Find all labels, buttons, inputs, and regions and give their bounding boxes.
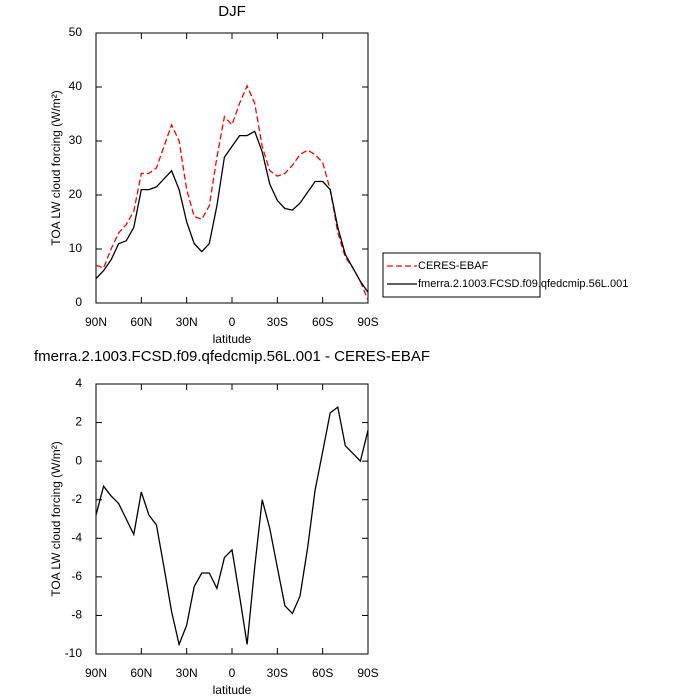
legend-label: fmerra.2.1003.FCSD.f09.qfedcmip.56L.001 bbox=[418, 278, 628, 290]
x-tick-label: 30N bbox=[176, 666, 198, 680]
y-tick-label: -8 bbox=[71, 608, 82, 622]
data-line bbox=[95, 405, 369, 647]
y-tick-label: -10 bbox=[65, 646, 83, 660]
x-tick-label: 60S bbox=[312, 666, 333, 680]
legend-label: CERES-EBAF bbox=[418, 260, 489, 272]
y-axis-label: TOA LW cloud forcing (W/m²) bbox=[49, 441, 63, 597]
x-tick-label: 30N bbox=[176, 315, 198, 329]
legend-box bbox=[382, 252, 541, 298]
x-tick-label: 90S bbox=[357, 315, 378, 329]
y-tick-label: 2 bbox=[75, 415, 82, 429]
x-tick-label: 0 bbox=[229, 666, 236, 680]
data-line bbox=[95, 130, 369, 293]
y-tick-label: 30 bbox=[69, 133, 83, 147]
x-axis-label: latitude bbox=[213, 332, 252, 346]
y-tick-label: 20 bbox=[69, 187, 83, 201]
x-tick-label: 30S bbox=[267, 666, 288, 680]
x-tick-label: 90S bbox=[357, 666, 378, 680]
y-tick-label: -2 bbox=[71, 492, 82, 506]
x-tick-label: 60N bbox=[130, 666, 152, 680]
y-tick-label: 4 bbox=[75, 376, 82, 390]
x-tick-label: 90N bbox=[85, 666, 107, 680]
x-tick-label: 0 bbox=[229, 315, 236, 329]
y-tick-label: 10 bbox=[69, 241, 83, 255]
chart-title: fmerra.2.1003.FCSD.f09.qfedcmip.56L.001 … bbox=[34, 348, 430, 365]
y-axis-label: TOA LW cloud forcing (W/m²) bbox=[49, 90, 63, 246]
x-axis-label: latitude bbox=[213, 683, 252, 697]
y-tick-label: 0 bbox=[75, 453, 82, 467]
y-tick-label: 40 bbox=[69, 79, 83, 93]
y-tick-label: 50 bbox=[69, 25, 83, 39]
chart-title: DJF bbox=[218, 3, 246, 20]
data-line bbox=[95, 84, 369, 301]
x-tick-label: 60S bbox=[312, 315, 333, 329]
plot-frame bbox=[95, 32, 369, 304]
y-tick-label: 0 bbox=[75, 295, 82, 309]
x-tick-label: 60N bbox=[130, 315, 152, 329]
x-tick-label: 90N bbox=[85, 315, 107, 329]
y-tick-label: -6 bbox=[71, 569, 82, 583]
x-tick-label: 30S bbox=[267, 315, 288, 329]
y-tick-label: -4 bbox=[71, 530, 82, 544]
